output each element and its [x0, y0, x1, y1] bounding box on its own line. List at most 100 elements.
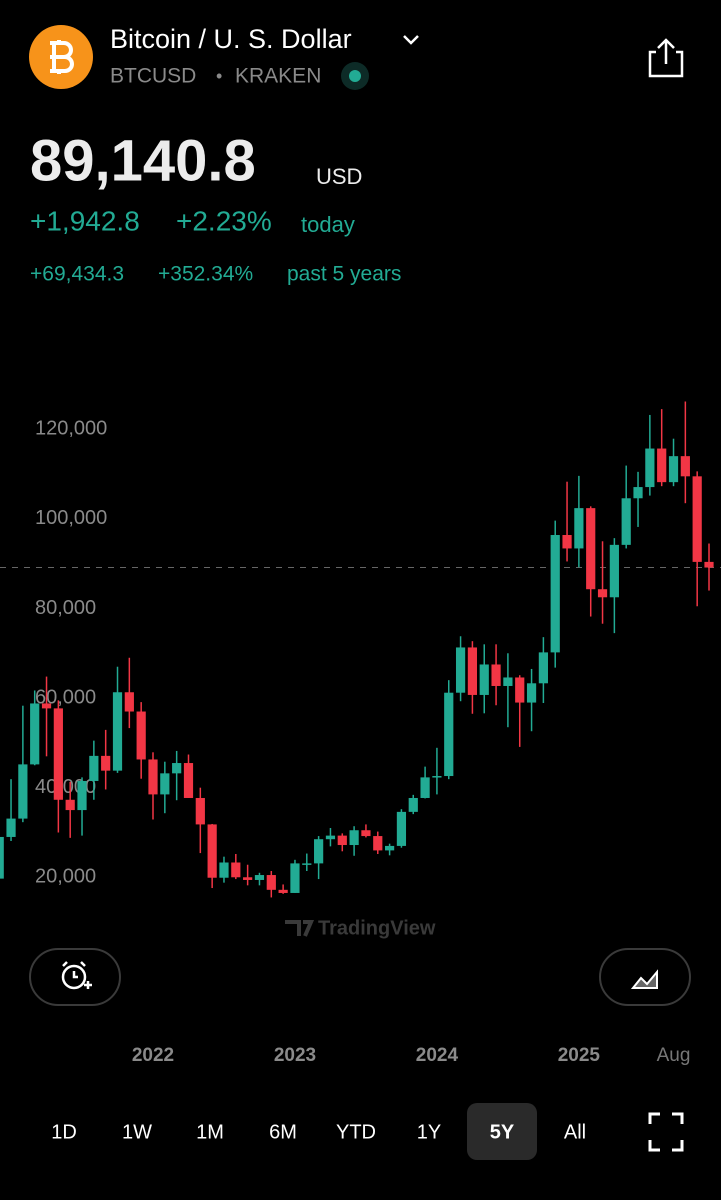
chart-style-button[interactable]	[599, 948, 691, 1006]
candle-body	[160, 773, 170, 795]
symbol-title[interactable]: Bitcoin / U. S. Dollar	[110, 24, 352, 54]
candle-body	[586, 508, 596, 590]
range-button[interactable]: 5Y	[490, 1121, 515, 1143]
candle-body	[195, 797, 205, 825]
candle-body	[0, 836, 4, 879]
share-icon[interactable]	[648, 38, 684, 78]
long-period: past 5 years	[287, 263, 401, 286]
candle-body	[361, 830, 371, 837]
alert-icon[interactable]	[61, 964, 87, 990]
candle-body	[692, 476, 702, 562]
candle-body	[455, 647, 466, 693]
icon-glyph	[50, 40, 74, 74]
range-button[interactable]: All	[564, 1121, 586, 1143]
x-tick-label: 2022	[132, 1045, 174, 1066]
candle-body	[491, 664, 501, 686]
candle-body	[325, 835, 336, 840]
candle-body	[550, 535, 560, 653]
candle-body	[621, 498, 631, 545]
chart: 20,000 40,000 60,000 80,000 100,000 120,000 20…	[0, 401, 721, 1066]
candle-body	[112, 692, 123, 771]
price: 89,140.8	[30, 128, 256, 193]
status-dot	[349, 70, 361, 82]
candle-body	[290, 863, 300, 893]
candle-body	[396, 811, 407, 846]
watermark-logo	[285, 920, 315, 937]
change-pct: +2.23%	[176, 205, 272, 236]
candle-body	[30, 703, 40, 765]
candle-body	[562, 535, 572, 549]
candle-body	[444, 692, 454, 777]
exchange: KRAKEN	[235, 65, 321, 88]
candle-body	[65, 799, 75, 811]
share-button[interactable]	[648, 38, 684, 78]
candle-body	[479, 664, 489, 695]
candle-body	[467, 647, 478, 695]
candle-body	[645, 448, 655, 488]
candle-body	[503, 677, 513, 686]
candle-body	[597, 589, 608, 598]
candle-body	[148, 759, 158, 795]
candle-body	[89, 755, 99, 781]
candle-body	[680, 456, 690, 477]
candle-body	[219, 862, 229, 878]
change-period: today	[301, 212, 355, 237]
alert-button-frame[interactable]	[29, 948, 121, 1006]
candle-body	[101, 755, 111, 771]
separator: •	[216, 66, 222, 86]
bitcoin-icon	[29, 25, 93, 89]
candle-body	[657, 448, 667, 483]
candle-body	[278, 889, 288, 893]
x-tick-label: 2023	[274, 1045, 316, 1066]
candle-body	[77, 780, 87, 811]
x-tick-label: Aug	[657, 1045, 691, 1066]
candle-body	[266, 875, 276, 890]
y-tick-label: 80,000	[35, 597, 96, 619]
candle-body	[373, 836, 383, 851]
candle-body	[41, 703, 52, 709]
candle-body	[633, 487, 643, 499]
candle-body	[538, 652, 548, 684]
range-button[interactable]: 1Y	[417, 1121, 441, 1143]
change: +1,942.8	[30, 205, 140, 236]
y-tick-label: 60,000	[35, 686, 96, 708]
candle-body	[254, 875, 265, 880]
y-tick-label: 40,000	[35, 776, 96, 798]
candle-body	[526, 683, 537, 703]
candle-body	[609, 544, 619, 598]
candle-body	[53, 708, 63, 800]
candle-body	[704, 561, 714, 568]
range-button[interactable]: 1W	[122, 1121, 152, 1143]
chart-style-frame[interactable]	[599, 948, 691, 1006]
alert-button[interactable]	[29, 948, 121, 1006]
range-selected[interactable]	[467, 1103, 537, 1160]
candle-body	[172, 763, 182, 774]
candle-body	[337, 835, 347, 846]
y-tick-label: 100,000	[35, 507, 107, 529]
candle-body	[183, 763, 194, 798]
candle-body	[243, 877, 253, 880]
candle-body	[314, 839, 324, 864]
candle-body	[18, 764, 28, 819]
fullscreen-button[interactable]	[648, 1112, 684, 1152]
watermark: TradingView	[318, 917, 436, 939]
candle-body	[231, 862, 241, 878]
candle-body	[385, 845, 395, 851]
x-tick-label: 2025	[558, 1045, 601, 1066]
candle-body	[432, 776, 442, 778]
currency: USD	[316, 164, 362, 189]
long-change-pct: +352.34%	[158, 263, 253, 286]
chart-style-icon[interactable]	[630, 969, 658, 989]
range-button[interactable]: 1D	[51, 1121, 77, 1143]
range-button[interactable]: 6M	[269, 1121, 297, 1143]
chevron[interactable]	[403, 35, 419, 45]
range-button[interactable]: 1M	[196, 1121, 224, 1143]
candle-body	[420, 777, 430, 798]
alert-icon-detail[interactable]	[62, 961, 92, 989]
long-change: +69,434.3	[30, 263, 124, 286]
range-button[interactable]: YTD	[336, 1121, 376, 1143]
y-tick-label: 20,000	[35, 866, 96, 888]
candle-body	[515, 677, 525, 703]
